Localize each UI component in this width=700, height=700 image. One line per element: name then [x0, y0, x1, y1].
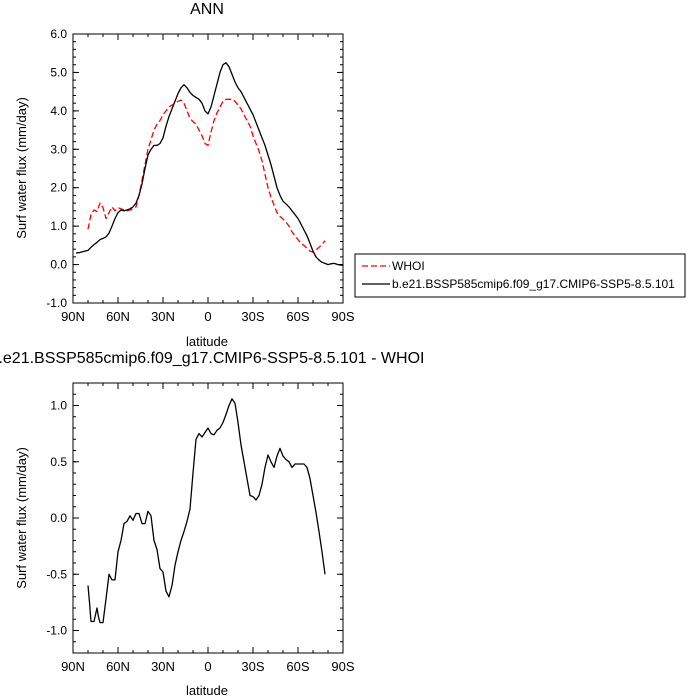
y-tick-label: 6.0: [50, 27, 67, 41]
x-tick-label: 30N: [151, 659, 175, 674]
x-tick-label: 60S: [286, 659, 309, 674]
y-tick-label: 1.0: [50, 399, 67, 413]
y-tick-label: 5.0: [50, 65, 67, 79]
x-axis-label: latitude: [186, 683, 228, 698]
axis-ticks: 90N 60N 30N 0 30S 60S 90S -1.0 0.0 1.0 2.0 3.0 4.0 5.…: [46, 27, 355, 324]
y-tick-label: 3.0: [50, 142, 67, 156]
x-tick-label: 0: [204, 309, 211, 324]
y-tick-label: 0.5: [50, 455, 67, 469]
y-tick-label: -0.5: [46, 567, 67, 581]
x-tick-label: 90S: [331, 659, 354, 674]
x-tick-label: 90N: [61, 659, 85, 674]
y-tick-label: -1.0: [46, 296, 67, 310]
x-tick-label: 60N: [106, 309, 130, 324]
x-tick-label: 30S: [241, 659, 264, 674]
y-tick-label: 0.0: [50, 511, 67, 525]
legend-box: [354, 253, 686, 298]
x-tick-label: 90S: [331, 309, 354, 324]
series-group: [75, 62, 344, 266]
y-tick-label: -1.0: [46, 624, 67, 638]
chart-difference: b.e21.BSSP585cmip6.f09_g17.CMIP6-SSP5-8.…: [0, 350, 424, 698]
x-axis-label: latitude: [186, 334, 228, 349]
chart-title: ANN: [190, 1, 224, 18]
series-line-whoi: [87, 98, 326, 253]
x-tick-label: 30S: [241, 309, 264, 324]
series-group: [87, 398, 326, 624]
series-line-model: [75, 62, 344, 266]
plot-frame: [72, 33, 344, 304]
chart-title: b.e21.BSSP585cmip6.f09_g17.CMIP6-SSP5-8.…: [0, 350, 424, 367]
y-tick-label: 2.0: [50, 181, 67, 195]
legend-label-model: b.e21.BSSP585cmip6.f09_g17.CMIP6-SSP5-8.…: [392, 277, 675, 291]
y-tick-label: 4.0: [50, 104, 67, 118]
legend: WHOI b.e21.BSSP585cmip6.f09_g17.CMIP6-SS…: [354, 253, 686, 298]
y-axis-label: Surf water flux (mm/day): [14, 97, 29, 239]
x-tick-label: 60S: [286, 309, 309, 324]
y-tick-label: 0.0: [50, 258, 67, 272]
x-tick-label: 90N: [61, 309, 85, 324]
chart-ann: ANN 90N 60N 30N 0 30S 60S 90S -1.0 0.0 1.0 2.0 3.0 4…: [14, 1, 686, 349]
y-tick-label: 1.0: [50, 219, 67, 233]
plot-frame: [72, 382, 344, 654]
y-axis-label: Surf water flux (mm/day): [14, 447, 29, 589]
x-tick-label: 0: [204, 659, 211, 674]
x-tick-label: 30N: [151, 309, 175, 324]
x-tick-label: 60N: [106, 659, 130, 674]
legend-label-whoi: WHOI: [392, 259, 425, 273]
series-line-difference: [87, 398, 326, 624]
axis-ticks: 90N 60N 30N 0 30S 60S 90S -1.0 -0.5 0.0 0.5 1.0: [46, 382, 355, 674]
